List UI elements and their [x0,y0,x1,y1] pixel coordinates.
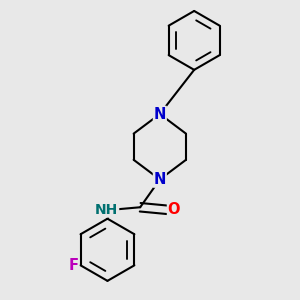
Text: N: N [154,172,166,187]
Text: NH: NH [95,203,118,217]
Text: F: F [68,258,78,273]
Text: N: N [154,106,166,122]
Text: O: O [168,202,180,217]
